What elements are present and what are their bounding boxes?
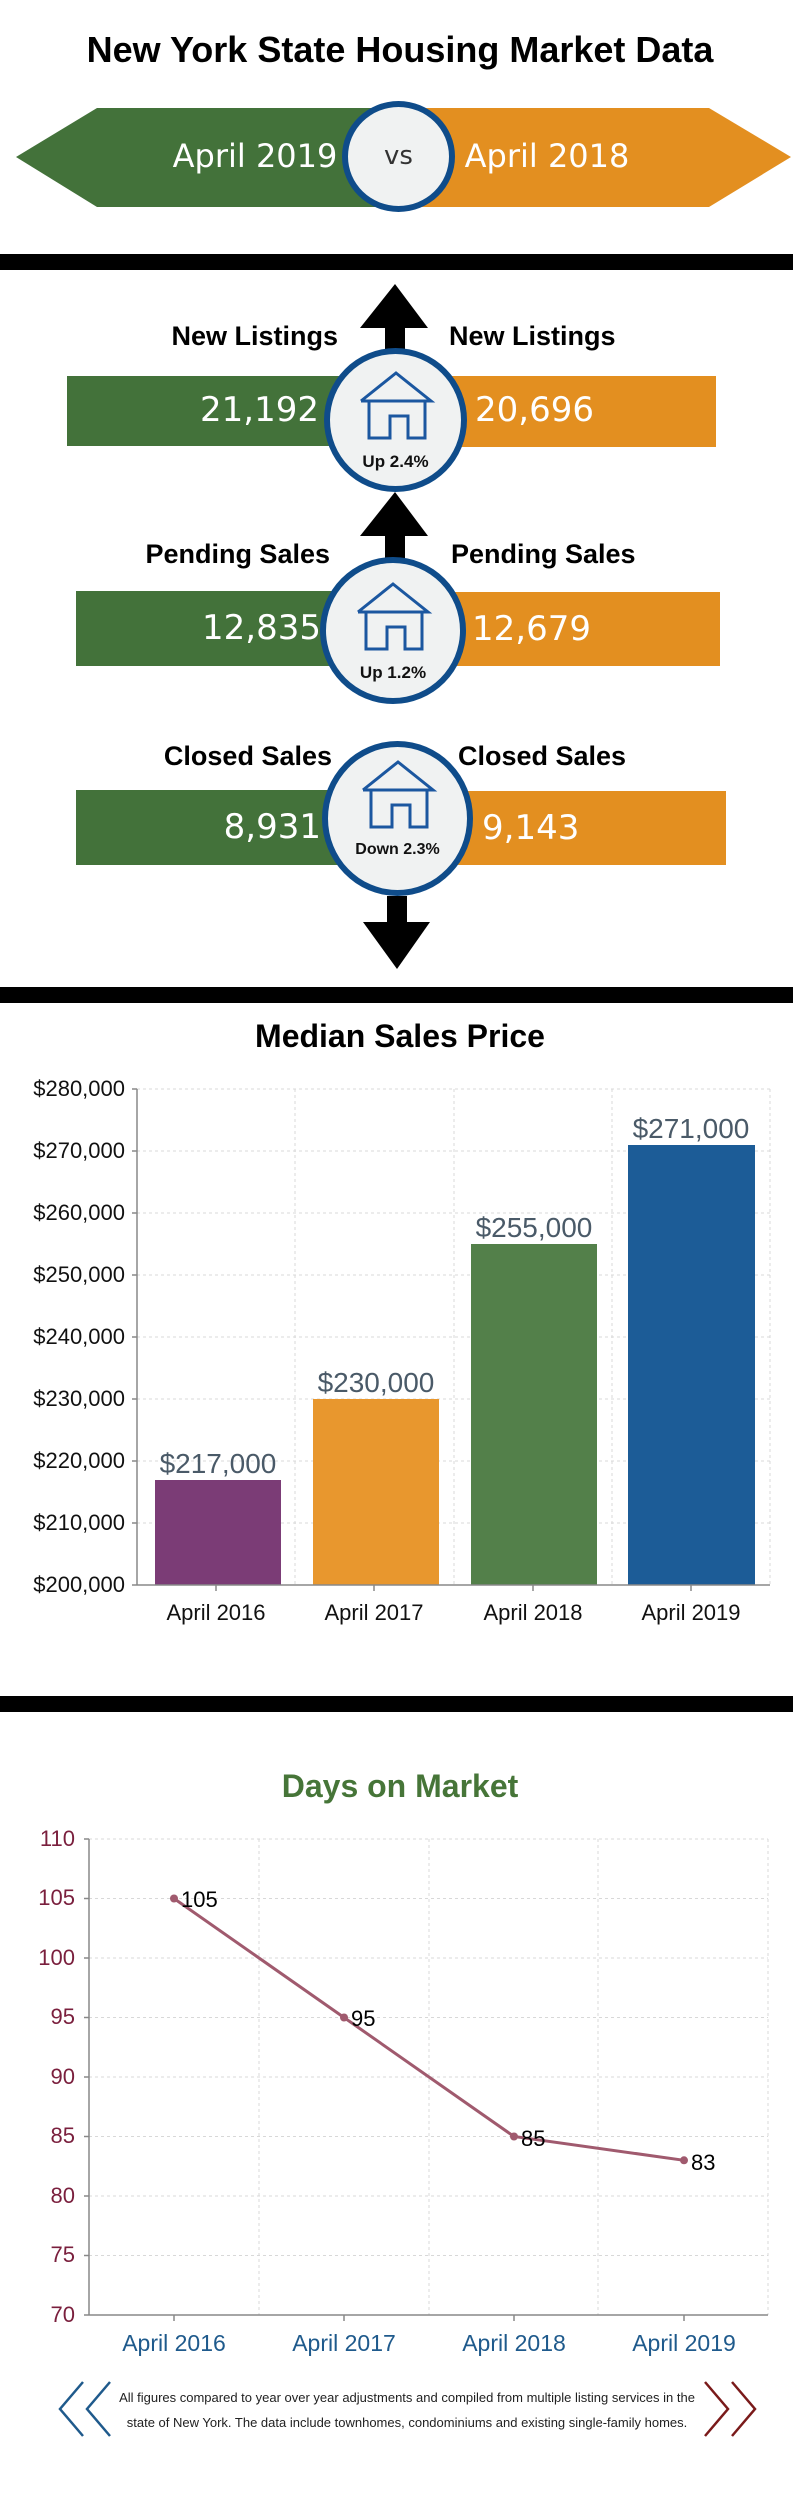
bar-chart-plot [132,1088,771,1591]
double-chevron-right-icon [704,2381,757,2437]
change-percent: Up 1.2% [359,663,427,682]
bar-value-label: $217,000 [159,1448,277,1479]
x-tick-label: April 2018 [483,1600,583,1625]
bar-april-2019 [628,1145,755,1585]
value-2018-box: 20,696 [420,376,716,447]
x-tick-label: April 2016 [122,2330,226,2356]
value-2018: 12,679 [472,609,591,649]
value-2019-box: 21,192 [67,376,367,446]
y-tick-label: 70 [50,2302,75,2327]
y-tick-label: $280,000 [33,1076,125,1101]
change-badge: Down 2.3% [322,741,473,896]
value-2019: 8,931 [223,807,321,847]
footer-note-line1: All figures compared to year over year a… [119,2390,695,2405]
change-badge: Up 1.2% [320,557,466,704]
data-point [340,2013,348,2022]
days-on-market-chart: 110 105 100 95 90 85 80 75 70 105 95 85 … [0,1826,800,2366]
banner-arrows-shape [16,108,791,207]
bar-april-2018 [471,1244,597,1585]
vs-badge: vs [342,101,455,212]
y-tick-label: $230,000 [33,1386,125,1411]
stat-label-left: Closed Sales [163,741,332,771]
arrow-down-icon [363,896,430,969]
y-tick-label: $210,000 [33,1510,125,1535]
data-point [680,2156,688,2165]
y-tick-label: 105 [38,1885,75,1910]
arrow-up-icon [360,492,428,562]
x-tick-label: April 2018 [462,2330,566,2356]
bar-value-label: $255,000 [475,1212,593,1243]
y-tick-label: $260,000 [33,1200,125,1225]
y-tick-label: 100 [38,1945,75,1970]
right-period-label: April 2018 [464,137,630,175]
house-icon [357,582,433,651]
point-value-label: 105 [181,1887,218,1912]
bar-value-label: $271,000 [632,1113,750,1144]
y-tick-label: 75 [50,2242,75,2267]
value-2019: 12,835 [202,608,321,648]
change-percent: Down 2.3% [355,841,440,858]
y-tick-label: 95 [50,2004,75,2029]
change-badge: Up 2.4% [324,348,467,492]
left-period-label: April 2019 [172,137,338,175]
bar-april-2017 [313,1399,439,1585]
point-value-label: 85 [521,2126,546,2151]
arrow-up-icon [360,284,428,354]
y-tick-label: 110 [39,1826,75,1851]
change-percent: Up 2.4% [362,452,429,471]
y-tick-label: 80 [50,2183,75,2208]
stat-label-right: New Listings [449,321,616,351]
house-icon [362,760,438,829]
x-tick-label: April 2019 [641,1600,741,1625]
stat-label-left: Pending Sales [145,539,330,569]
bar-chart-title: Median Sales Price [255,1018,545,1054]
line-chart-title: Days on Market [281,1768,519,1804]
x-tick-label: April 2019 [632,2330,736,2356]
value-2018-box: 12,679 [420,592,720,666]
y-tick-label: $220,000 [33,1448,125,1473]
page-title: New York State Housing Market Data [86,29,714,70]
y-tick-label: 90 [50,2064,75,2089]
point-value-label: 95 [351,2006,376,2031]
house-icon [360,371,436,440]
stat-label-right: Pending Sales [451,539,636,569]
section-divider [0,987,793,1003]
bar-value-label: $230,000 [317,1367,435,1398]
stat-label-left: New Listings [171,321,338,351]
data-point [510,2132,518,2141]
y-tick-label: $240,000 [33,1324,125,1349]
bar-april-2016 [155,1480,281,1585]
value-2019-box: 12,835 [76,591,366,666]
vs-label: vs [384,141,413,171]
footer-note-line2: state of New York. The data include town… [126,2415,688,2430]
line-chart-plot [84,1838,769,2321]
value-2019: 21,192 [200,390,319,430]
value-2018: 9,143 [482,808,580,848]
period-banner: April 2019 April 2018 vs [0,100,800,215]
point-value-label: 83 [691,2150,716,2175]
x-tick-label: April 2017 [292,2330,396,2356]
data-point [170,1894,178,1903]
double-chevron-left-icon [58,2381,111,2437]
x-tick-label: April 2016 [166,1600,266,1625]
median-price-chart: $280,000 $270,000 $260,000 $250,000 $240… [0,1076,800,1636]
section-divider [0,1696,793,1712]
value-2019-box: 8,931 [76,790,366,865]
section-divider [0,254,793,270]
y-tick-label: $200,000 [33,1572,125,1597]
stat-label-right: Closed Sales [458,741,627,771]
y-tick-label: 85 [50,2123,75,2148]
y-tick-label: $270,000 [33,1138,125,1163]
days-line [173,1897,685,2162]
x-tick-label: April 2017 [324,1600,424,1625]
y-tick-label: $250,000 [33,1262,125,1287]
value-2018: 20,696 [475,390,594,430]
